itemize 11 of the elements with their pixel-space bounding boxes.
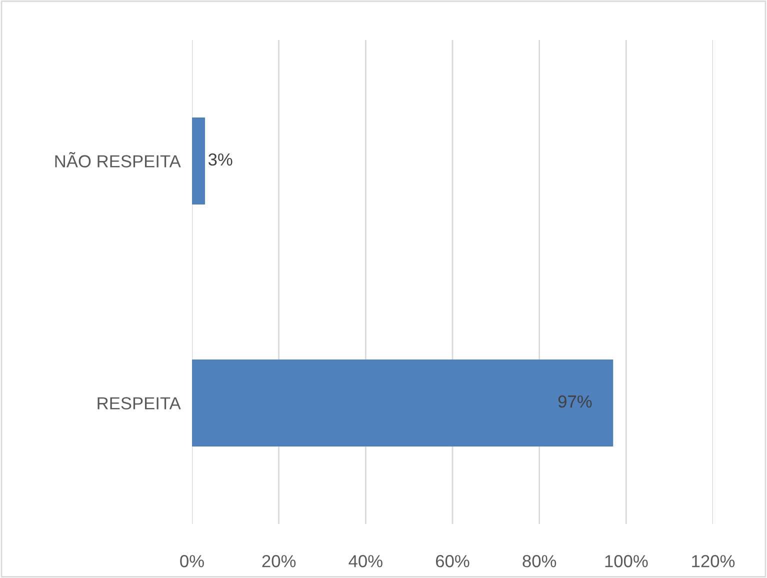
y-tick-label: RESPEITA — [98, 397, 181, 410]
data-label: 3% — [208, 153, 232, 166]
x-tick-label: 80% — [522, 555, 556, 568]
x-tick-label: 60% — [436, 555, 470, 568]
x-tick-label: 40% — [348, 555, 382, 568]
x-tick-label: 0% — [180, 555, 204, 568]
x-tick-label: 120% — [692, 555, 735, 568]
x-tick-label: 20% — [262, 555, 296, 568]
y-tick-label: NÃO RESPEITA — [55, 152, 181, 168]
x-tick-label: 100% — [605, 555, 648, 568]
data-label: 97% — [558, 395, 592, 408]
